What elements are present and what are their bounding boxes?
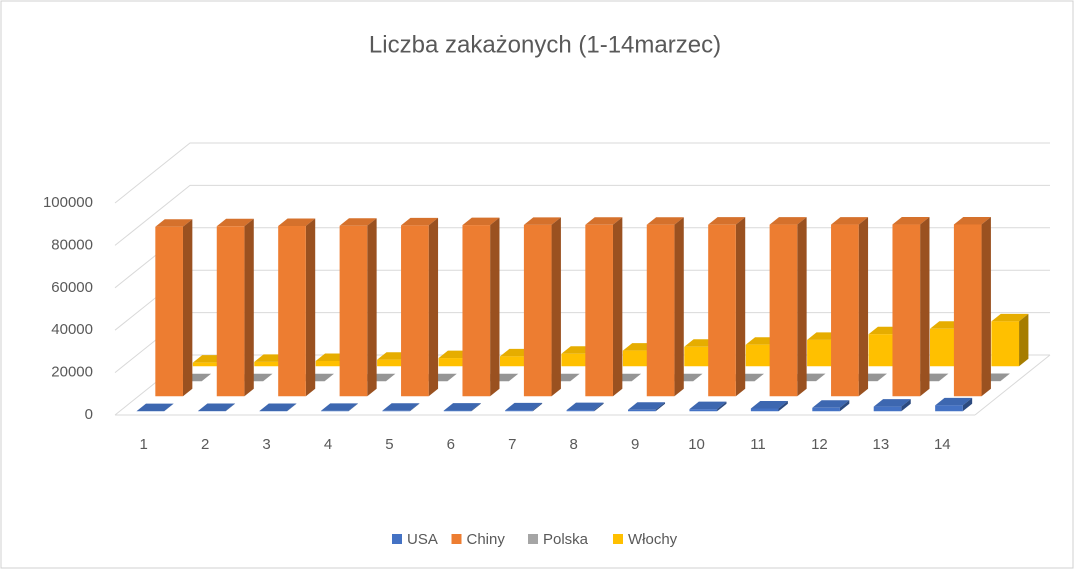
bar-side [982, 217, 991, 396]
bar [585, 217, 622, 396]
bar [991, 314, 1028, 366]
bar-front [524, 225, 552, 396]
x-tick-label: 4 [324, 436, 332, 453]
x-tick-label: 11 [750, 436, 766, 453]
x-tick-label: 8 [570, 436, 578, 453]
x-tick-label: 6 [447, 436, 455, 453]
bar-front [439, 358, 467, 366]
bar-front [869, 334, 897, 366]
bar [462, 218, 499, 397]
bar [770, 217, 807, 396]
chart-title: Liczba zakażonych (1-14marzec) [369, 31, 721, 58]
bar-front [505, 410, 533, 411]
x-tick-label: 2 [201, 436, 209, 453]
bar-side [674, 217, 683, 396]
bar-side [244, 219, 253, 396]
legend-label: Włochy [628, 531, 678, 548]
legend-label: USA [407, 531, 438, 548]
y-tick-label: 100000 [43, 194, 93, 211]
bar-front [623, 351, 651, 367]
bar-side [736, 217, 745, 396]
bar-front [770, 225, 798, 397]
bar-front [751, 408, 779, 411]
bar-side [613, 217, 622, 396]
legend-swatch [528, 534, 538, 544]
bar-front [254, 362, 282, 366]
y-tick-label: 60000 [51, 279, 93, 296]
y-tick-label: 40000 [51, 321, 93, 338]
bar [217, 219, 254, 396]
bar-side [797, 217, 806, 396]
bar-front [954, 224, 982, 396]
x-tick-label: 14 [934, 436, 951, 453]
bar-front [316, 361, 344, 366]
legend-swatch [613, 534, 623, 544]
bar-front [628, 410, 656, 411]
bar [954, 217, 991, 396]
bar-front [401, 225, 429, 396]
bar-side [490, 218, 499, 397]
bar-side [183, 219, 192, 396]
bar-front [278, 226, 306, 396]
bar-front [500, 356, 528, 366]
bar [708, 217, 745, 396]
bar-front [831, 225, 859, 397]
bar-front [444, 411, 472, 412]
y-tick-label: 20000 [51, 364, 93, 381]
bar-front [892, 225, 920, 397]
bar-side [306, 219, 315, 397]
legend-label: Chiny [467, 531, 506, 548]
y-tick-label: 0 [85, 406, 93, 423]
bar-side [367, 218, 376, 396]
bar-front [217, 226, 245, 396]
bar-front [935, 405, 963, 411]
bar [524, 217, 561, 396]
bar-front [340, 226, 368, 396]
legend-swatch [452, 534, 462, 544]
bar [647, 217, 684, 396]
bar [401, 218, 438, 396]
bar-side [920, 217, 929, 396]
bar [278, 219, 315, 397]
y-tick-label: 80000 [51, 236, 93, 253]
bar [340, 218, 377, 396]
x-tick-label: 7 [508, 436, 516, 453]
bar-front [585, 225, 613, 396]
bar [155, 219, 192, 396]
bar-front [812, 408, 840, 411]
bar [892, 217, 929, 396]
bar-front [708, 225, 736, 397]
bar-side [552, 217, 561, 396]
x-tick-label: 9 [631, 436, 639, 453]
bar [831, 217, 868, 396]
bar-front [155, 227, 183, 397]
x-tick-label: 1 [140, 436, 148, 453]
bar-side [859, 217, 868, 396]
bar-front [647, 225, 675, 397]
bar-front [462, 225, 490, 396]
bar-front [193, 363, 221, 367]
bar-front [991, 321, 1019, 366]
x-tick-label: 10 [688, 436, 705, 453]
bar-front [684, 347, 712, 366]
x-tick-label: 5 [385, 436, 393, 453]
legend-label: Polska [543, 531, 589, 548]
x-tick-label: 3 [262, 436, 270, 453]
x-tick-label: 12 [811, 436, 828, 453]
bar-front [807, 340, 835, 366]
bar-front [689, 409, 717, 411]
bar-front [746, 345, 774, 367]
legend-swatch [392, 534, 402, 544]
bar-front [874, 407, 902, 412]
bar-side [1019, 314, 1028, 366]
x-tick-label: 13 [873, 436, 890, 453]
bar-front [567, 410, 595, 411]
bar-front [561, 354, 589, 366]
bar-side [429, 218, 438, 396]
bar-front [377, 360, 405, 367]
bar-front [930, 329, 958, 366]
